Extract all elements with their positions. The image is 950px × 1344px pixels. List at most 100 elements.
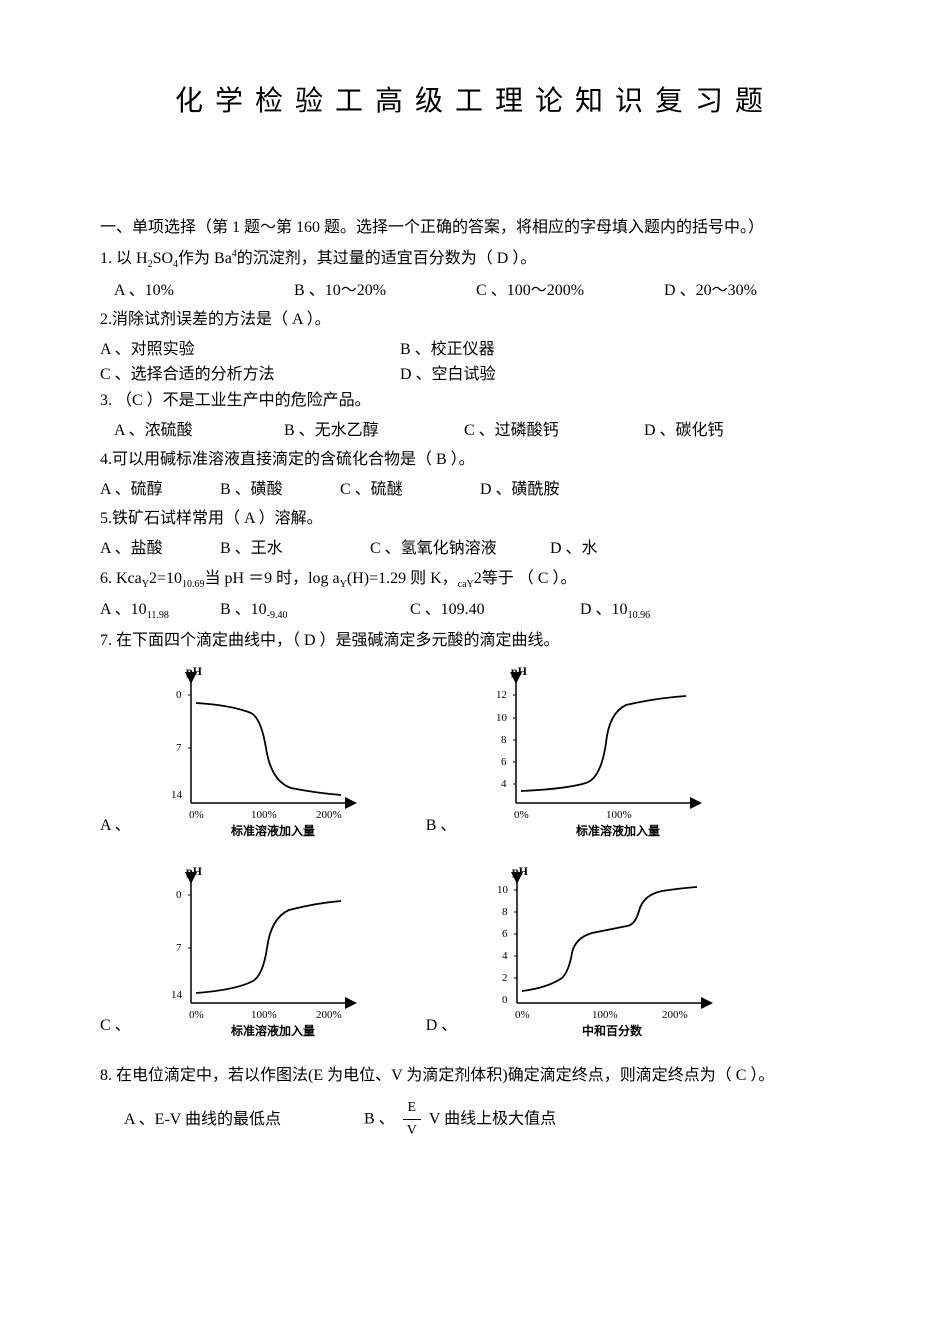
svg-text:100%: 100%: [606, 809, 632, 821]
chart-label-b: B 、: [426, 813, 457, 839]
svg-text:中和百分数: 中和百分数: [582, 1023, 643, 1038]
q6-sub2: 10.69: [182, 579, 205, 590]
svg-text:标准溶液加入量: 标准溶液加入量: [230, 823, 315, 838]
chart-c: pH 0 7 14 0% 100% 200% 标准溶液加入量: [141, 863, 371, 1038]
question-1: 1. 以 H2SO4作为 Ba4的沉淀剂，其过量的适宜百分数为（ D ）。: [100, 246, 850, 273]
chart-a-svg: pH 0 7 14 0% 100% 200% 标准溶液加入量: [141, 663, 371, 838]
svg-text:标准溶液加入量: 标准溶液加入量: [230, 1023, 315, 1038]
q1-text-pre: 1. 以 H: [100, 250, 148, 267]
svg-text:0: 0: [176, 889, 182, 901]
q1-opt-d: D 、20～30%: [664, 278, 757, 304]
question-2: 2.消除试剂误差的方法是（ A ）。: [100, 307, 850, 333]
svg-text:200%: 200%: [316, 1009, 342, 1021]
q8-opt-a: A 、E-V 曲线的最低点: [124, 1107, 364, 1133]
chart-b: pH 12 10 8 6 4 0% 100% 标准溶液加入量: [466, 663, 716, 838]
chart-d: pH 10 8 6 4 2 0 0% 100% 200% 中和百分数: [467, 863, 727, 1038]
q3-opt-c: C 、过磷酸钙: [464, 418, 644, 444]
q6-p4: 当 pH ＝9 时，log a: [205, 570, 340, 587]
svg-text:7: 7: [176, 942, 182, 954]
q4-opt-b: B 、磺酸: [220, 477, 340, 503]
q6-opt-c: C 、109.40: [410, 597, 580, 624]
q6-p2: 2: [149, 570, 157, 587]
q4-opt-d: D 、磺酰胺: [480, 477, 560, 503]
svg-text:0%: 0%: [189, 809, 204, 821]
q8-opt-b-pre: B 、: [364, 1111, 395, 1128]
chart-d-svg: pH 10 8 6 4 2 0 0% 100% 200% 中和百分数: [467, 863, 727, 1038]
q2-opt-c: C 、选择合适的分析方法: [100, 362, 400, 388]
q1-opt-c: C 、100～200%: [476, 278, 584, 304]
q4-opt-a: A 、硫醇: [100, 477, 220, 503]
q3-opt-a: A 、浓硫酸: [114, 418, 284, 444]
q3-opt-b: B 、无水乙醇: [284, 418, 464, 444]
question-3: 3. （C ）不是工业生产中的危险产品。: [100, 388, 850, 414]
svg-text:0%: 0%: [515, 1009, 530, 1021]
q5-options: A 、盐酸 B 、王水 C 、氢氧化钠溶液 D 、水: [100, 536, 850, 562]
q2-opt-d: D 、空白试验: [400, 362, 700, 388]
q1-opt-b: B 、10～20%: [294, 278, 386, 304]
svg-text:4: 4: [502, 950, 508, 962]
q2-opt-a: A 、对照实验: [100, 337, 400, 363]
svg-text:14: 14: [171, 789, 183, 801]
svg-text:0: 0: [502, 994, 508, 1006]
svg-text:14: 14: [171, 989, 183, 1001]
svg-text:100%: 100%: [251, 1009, 277, 1021]
svg-text:10: 10: [496, 712, 508, 724]
q6-p3: =10: [157, 570, 182, 587]
chart-label-c: C 、: [100, 1013, 131, 1039]
svg-text:标准溶液加入量: 标准溶液加入量: [575, 823, 660, 838]
charts-row-1: A 、 pH 0 7 14 0% 100% 200% 标准溶液加入量 B 、: [100, 663, 850, 838]
q1-text-mid2: 作为 Ba: [178, 250, 232, 267]
q6-p6: 2等于 （ C ）。: [474, 570, 577, 587]
chart-a: pH 0 7 14 0% 100% 200% 标准溶液加入量: [141, 663, 371, 838]
svg-text:100%: 100%: [251, 809, 277, 821]
q6-opt-d: D 、1010.96: [580, 597, 650, 624]
svg-text:pH: pH: [186, 864, 203, 878]
svg-text:4: 4: [501, 778, 507, 790]
svg-text:100%: 100%: [592, 1009, 618, 1021]
svg-text:7: 7: [176, 742, 182, 754]
q5-opt-b: B 、王水: [220, 536, 370, 562]
q1-text-mid1: SO: [153, 250, 173, 267]
svg-text:pH: pH: [186, 664, 203, 678]
q8-opt-b-post: V 曲线上极大值点: [429, 1111, 556, 1128]
question-7: 7. 在下面四个滴定曲线中，（ D ）是强碱滴定多元酸的滴定曲线。: [100, 628, 850, 654]
svg-text:8: 8: [501, 734, 507, 746]
q5-opt-d: D 、水: [550, 536, 598, 562]
q6-opt-a: A 、1011.98: [100, 597, 220, 624]
q2-opt-b: B 、校正仪器: [400, 337, 700, 363]
q5-opt-c: C 、氢氧化钠溶液: [370, 536, 550, 562]
q8-options: A 、E-V 曲线的最低点 B 、 E V V 曲线上极大值点: [100, 1097, 850, 1143]
svg-text:200%: 200%: [316, 809, 342, 821]
q8-opt-b: B 、 E V V 曲线上极大值点: [364, 1097, 556, 1143]
q6-options: A 、1011.98 B 、10-9.40 C 、109.40 D 、1010.…: [100, 597, 850, 624]
charts-row-2: C 、 pH 0 7 14 0% 100% 200% 标准溶液加入量 D 、 p…: [100, 863, 850, 1038]
q1-opt-a: A 、10%: [114, 278, 174, 304]
chart-label-a: A 、: [100, 813, 131, 839]
frac-num: E: [403, 1097, 421, 1120]
q6-sub1: Y: [142, 579, 149, 590]
q2-options: A 、对照实验 B 、校正仪器 C 、选择合适的分析方法 D 、空白试验: [100, 337, 850, 388]
page-title: 化学检验工高级工理论知识复习题: [100, 80, 850, 125]
q6-p1: 6. Kca: [100, 570, 142, 587]
q6-p5: (H)=1.29 则 K，: [347, 570, 458, 587]
svg-text:200%: 200%: [662, 1009, 688, 1021]
svg-text:8: 8: [502, 906, 508, 918]
svg-text:10: 10: [497, 884, 509, 896]
q5-opt-a: A 、盐酸: [100, 536, 220, 562]
question-4: 4.可以用碱标准溶液直接滴定的含硫化合物是（ B ）。: [100, 447, 850, 473]
chart-c-svg: pH 0 7 14 0% 100% 200% 标准溶液加入量: [141, 863, 371, 1038]
q3-options: A 、浓硫酸 B 、无水乙醇 C 、过磷酸钙 D 、碳化钙: [100, 418, 850, 444]
svg-text:0%: 0%: [189, 1009, 204, 1021]
svg-text:pH: pH: [511, 664, 528, 678]
section-intro: 一、单项选择（第 1 题～第 160 题。选择一个正确的答案，将相应的字母填入题…: [100, 215, 850, 241]
q4-options: A 、硫醇 B 、磺酸 C 、硫醚 D 、磺酰胺: [100, 477, 850, 503]
q1-options: A 、10% B 、10～20% C 、100～200% D 、20～30%: [100, 278, 850, 304]
chart-label-d: D 、: [426, 1013, 458, 1039]
question-6: 6. KcaY2=1010.69当 pH ＝9 时，log aY(H)=1.29…: [100, 566, 850, 593]
fraction-icon: E V: [403, 1097, 421, 1143]
chart-b-svg: pH 12 10 8 6 4 0% 100% 标准溶液加入量: [466, 663, 716, 838]
svg-text:2: 2: [502, 972, 508, 984]
question-5: 5.铁矿石试样常用（ A ）溶解。: [100, 506, 850, 532]
q6-sub3: Y: [340, 579, 347, 590]
frac-den: V: [403, 1120, 421, 1142]
